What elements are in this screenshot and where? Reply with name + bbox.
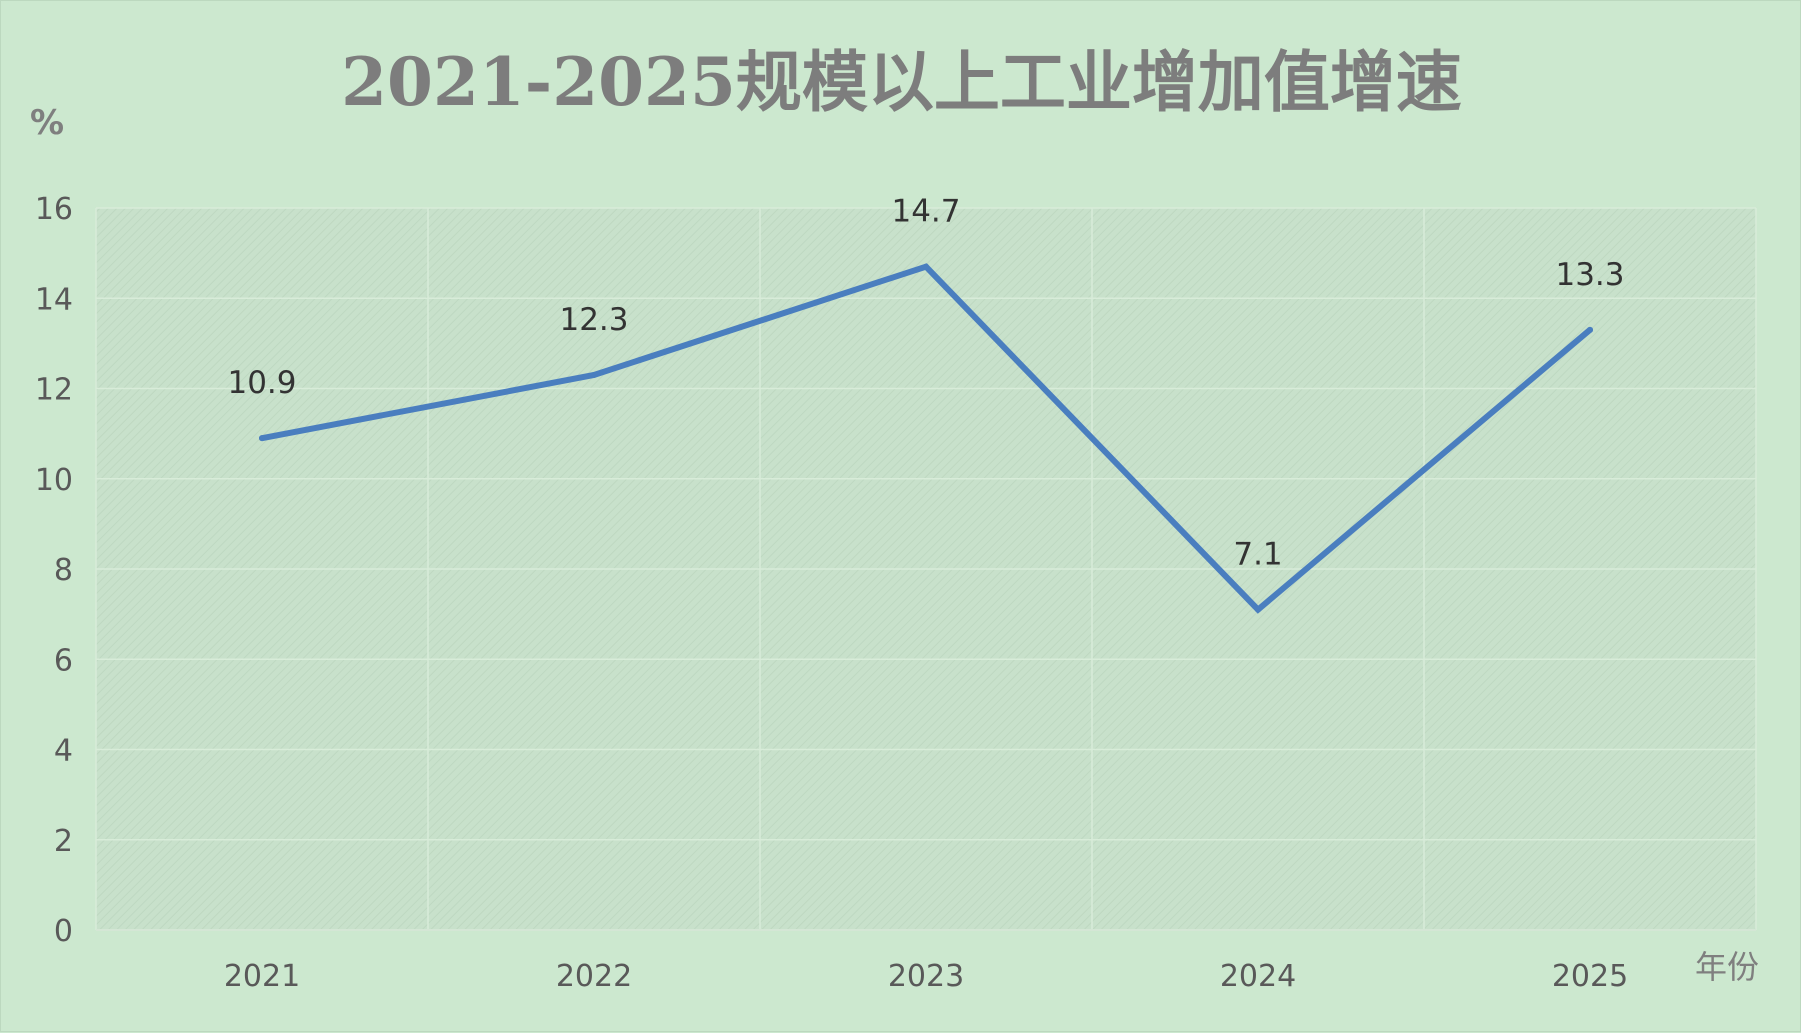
y-tick-label: 8 <box>54 553 73 588</box>
y-tick-label: 16 <box>35 192 73 227</box>
x-tick-label: 2023 <box>888 959 964 994</box>
y-tick-label: 0 <box>54 914 73 949</box>
y-tick-label: 2 <box>54 824 73 859</box>
y-tick-label: 12 <box>35 373 73 408</box>
gridlines <box>95 207 1757 931</box>
x-tick-label: 2024 <box>1220 959 1296 994</box>
y-tick-label: 6 <box>54 643 73 678</box>
x-tick-label: 2021 <box>224 959 300 994</box>
data-point <box>923 263 929 270</box>
data-label: 10.9 <box>227 365 296 401</box>
y-axis-ticks: 0 2 4 6 8 10 12 14 16 <box>35 192 73 949</box>
x-tick-label: 2022 <box>556 959 632 994</box>
y-tick-label: 10 <box>35 463 73 498</box>
data-point <box>259 435 265 442</box>
y-tick-label: 14 <box>35 282 73 317</box>
data-label: 14.7 <box>891 194 960 230</box>
data-label: 13.3 <box>1555 257 1624 293</box>
data-label: 12.3 <box>559 302 628 338</box>
data-point <box>591 371 597 378</box>
data-point <box>1255 606 1261 613</box>
data-label: 7.1 <box>1233 537 1282 573</box>
x-axis-ticks: 2021 2022 2023 2024 2025 <box>224 959 1628 994</box>
y-tick-label: 4 <box>54 734 73 769</box>
data-labels: 10.9 12.3 14.7 7.1 13.3 <box>227 194 1625 613</box>
data-point <box>1587 326 1593 333</box>
x-tick-label: 2025 <box>1552 959 1628 994</box>
y-axis-unit: % <box>30 103 64 143</box>
x-axis-unit: 年份 <box>1695 948 1759 986</box>
chart-title: 2021-2025规模以上工业增加值增速 <box>341 43 1462 121</box>
